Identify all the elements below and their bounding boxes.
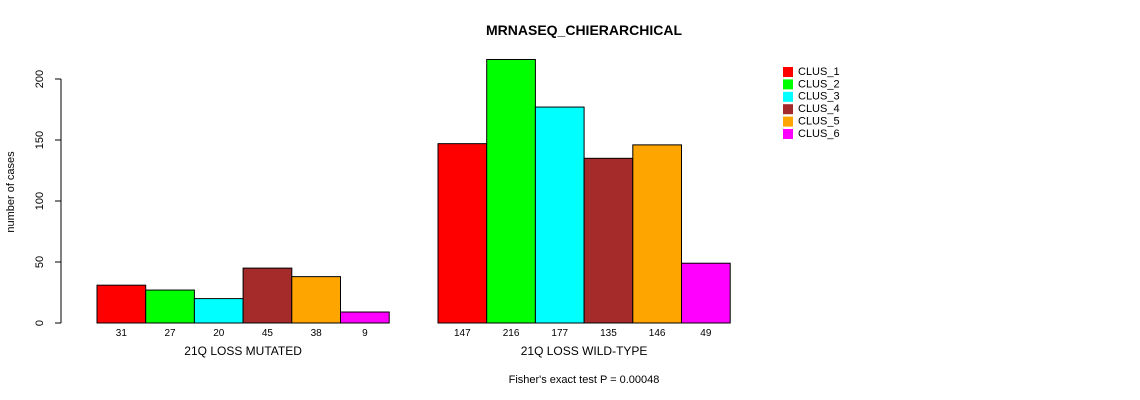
- chart-title: MRNASEQ_CHIERARCHICAL: [486, 22, 682, 38]
- legend-swatch-5: [783, 116, 793, 127]
- bar-value-label: 27: [164, 328, 176, 339]
- y-tick-label: 150: [34, 131, 46, 149]
- legend-label-2: CLUS_2: [798, 78, 840, 90]
- bar-clus-1-group-2: [437, 143, 488, 324]
- legend-swatch-2: [783, 79, 793, 90]
- legend-label-6: CLUS_6: [798, 128, 840, 140]
- bar-clus-3-group-1: [193, 298, 244, 324]
- legend-swatch-3: [783, 91, 793, 102]
- y-tick-label: 200: [34, 70, 46, 88]
- group-label-1: 21Q LOSS MUTATED: [184, 344, 302, 358]
- bar-labels-layer: 31 27 20 45 38 9 147 216 177 135 146 49: [116, 328, 712, 339]
- legend-label-5: CLUS_5: [798, 116, 840, 128]
- bar-value-label: 147: [454, 328, 471, 339]
- y-axis-label: number of cases: [5, 151, 17, 233]
- bar-clus-2-group-2: [486, 58, 536, 324]
- bar-value-label: 45: [262, 328, 274, 339]
- bar-clus-3-group-2: [534, 106, 585, 324]
- legend-label-3: CLUS_3: [798, 91, 840, 103]
- bar-clus-5-group-1: [291, 276, 341, 324]
- bar-clus-6-group-2: [681, 262, 731, 324]
- bar-value-label: 49: [700, 328, 712, 339]
- legend-swatch-6: [783, 129, 793, 139]
- y-tick-label: 100: [34, 192, 46, 210]
- legend-swatch-4: [783, 104, 793, 115]
- legend-swatch-1: [783, 67, 793, 77]
- bar-clus-2-group-1: [145, 289, 195, 324]
- bar-clus-4-group-2: [583, 157, 634, 324]
- y-axis: 0 50 100 150 200: [34, 70, 62, 326]
- bar-value-label: 20: [213, 328, 225, 339]
- bar-clus-4-group-1: [242, 267, 293, 324]
- bar-value-label: 31: [116, 328, 128, 339]
- legend-label-4: CLUS_4: [798, 103, 840, 115]
- bar-value-label: 135: [600, 328, 617, 339]
- group-label-2: 21Q LOSS WILD-TYPE: [521, 344, 648, 358]
- group-labels-layer: 21Q LOSS MUTATED 21Q LOSS WILD-TYPE: [184, 344, 647, 358]
- bar-clus-5-group-2: [632, 144, 682, 324]
- bar-clus-6-group-1: [340, 311, 390, 324]
- bar-value-label: 9: [362, 328, 368, 339]
- bars-layer: [96, 58, 731, 324]
- bar-value-label: 146: [649, 328, 666, 339]
- fisher-test-footnote: Fisher's exact test P = 0.00048: [509, 374, 660, 386]
- bar-value-label: 216: [503, 328, 520, 339]
- bar-value-label: 38: [311, 328, 323, 339]
- bar-value-label: 177: [551, 328, 568, 339]
- y-tick-label: 50: [34, 256, 46, 268]
- bar-clus-1-group-1: [96, 284, 147, 324]
- y-tick-label: 0: [34, 320, 46, 326]
- legend-label-1: CLUS_1: [798, 66, 840, 78]
